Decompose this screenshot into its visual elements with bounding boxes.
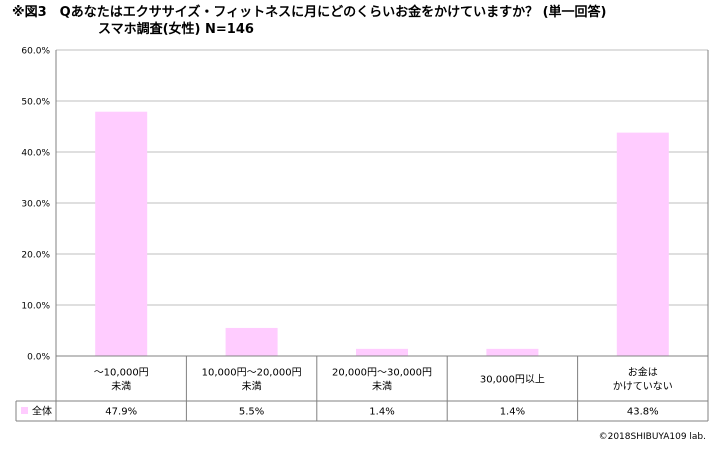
x-category-label: 30,000円以上 [480, 374, 545, 386]
x-category-label: 10,000円～20,000円 [202, 368, 302, 379]
x-category-label: 未満 [242, 381, 262, 393]
y-tick-label: 60.0% [21, 47, 50, 57]
x-category-label: 20,000円～30,000円 [332, 368, 432, 379]
bar-3 [356, 348, 408, 356]
y-tick-label: 50.0% [21, 98, 50, 108]
x-category-label: お金は [628, 366, 658, 379]
data-label: 43.8% [627, 407, 659, 418]
data-label: 1.4% [500, 407, 525, 418]
bar-1 [95, 111, 148, 357]
y-tick-label: 0.0% [27, 353, 50, 363]
x-category-label: 未満 [111, 381, 131, 393]
y-tick-label: 20.0% [21, 251, 50, 261]
chart-title-line1: ※図3 Qあなたはエクササイズ・フィットネスに月にどのくらいお金をかけていますか… [12, 5, 607, 20]
copyright-text: ©2018SHIBUYA109 lab. [598, 432, 706, 442]
legend-label: 全体 [32, 405, 52, 418]
bar-5 [616, 132, 669, 356]
data-label: 47.9% [105, 407, 137, 418]
bar-4 [486, 348, 539, 356]
data-label: 1.4% [369, 407, 394, 418]
bar-2 [225, 327, 278, 356]
legend-swatch [21, 407, 28, 414]
chart-title: ※図3 Qあなたはエクササイズ・フィットネスに月にどのくらいお金をかけていますか… [12, 4, 712, 38]
data-label: 5.5% [239, 407, 264, 418]
x-category-label: ～10,000円 [94, 368, 149, 379]
y-tick-label: 10.0% [21, 302, 50, 312]
y-tick-label: 40.0% [21, 149, 50, 159]
x-category-label: 未満 [372, 381, 392, 393]
x-category-label: かけていない [613, 381, 673, 393]
y-tick-label: 30.0% [21, 200, 50, 210]
chart-title-line2: スマホ調査(女性) N=146 [98, 22, 254, 37]
